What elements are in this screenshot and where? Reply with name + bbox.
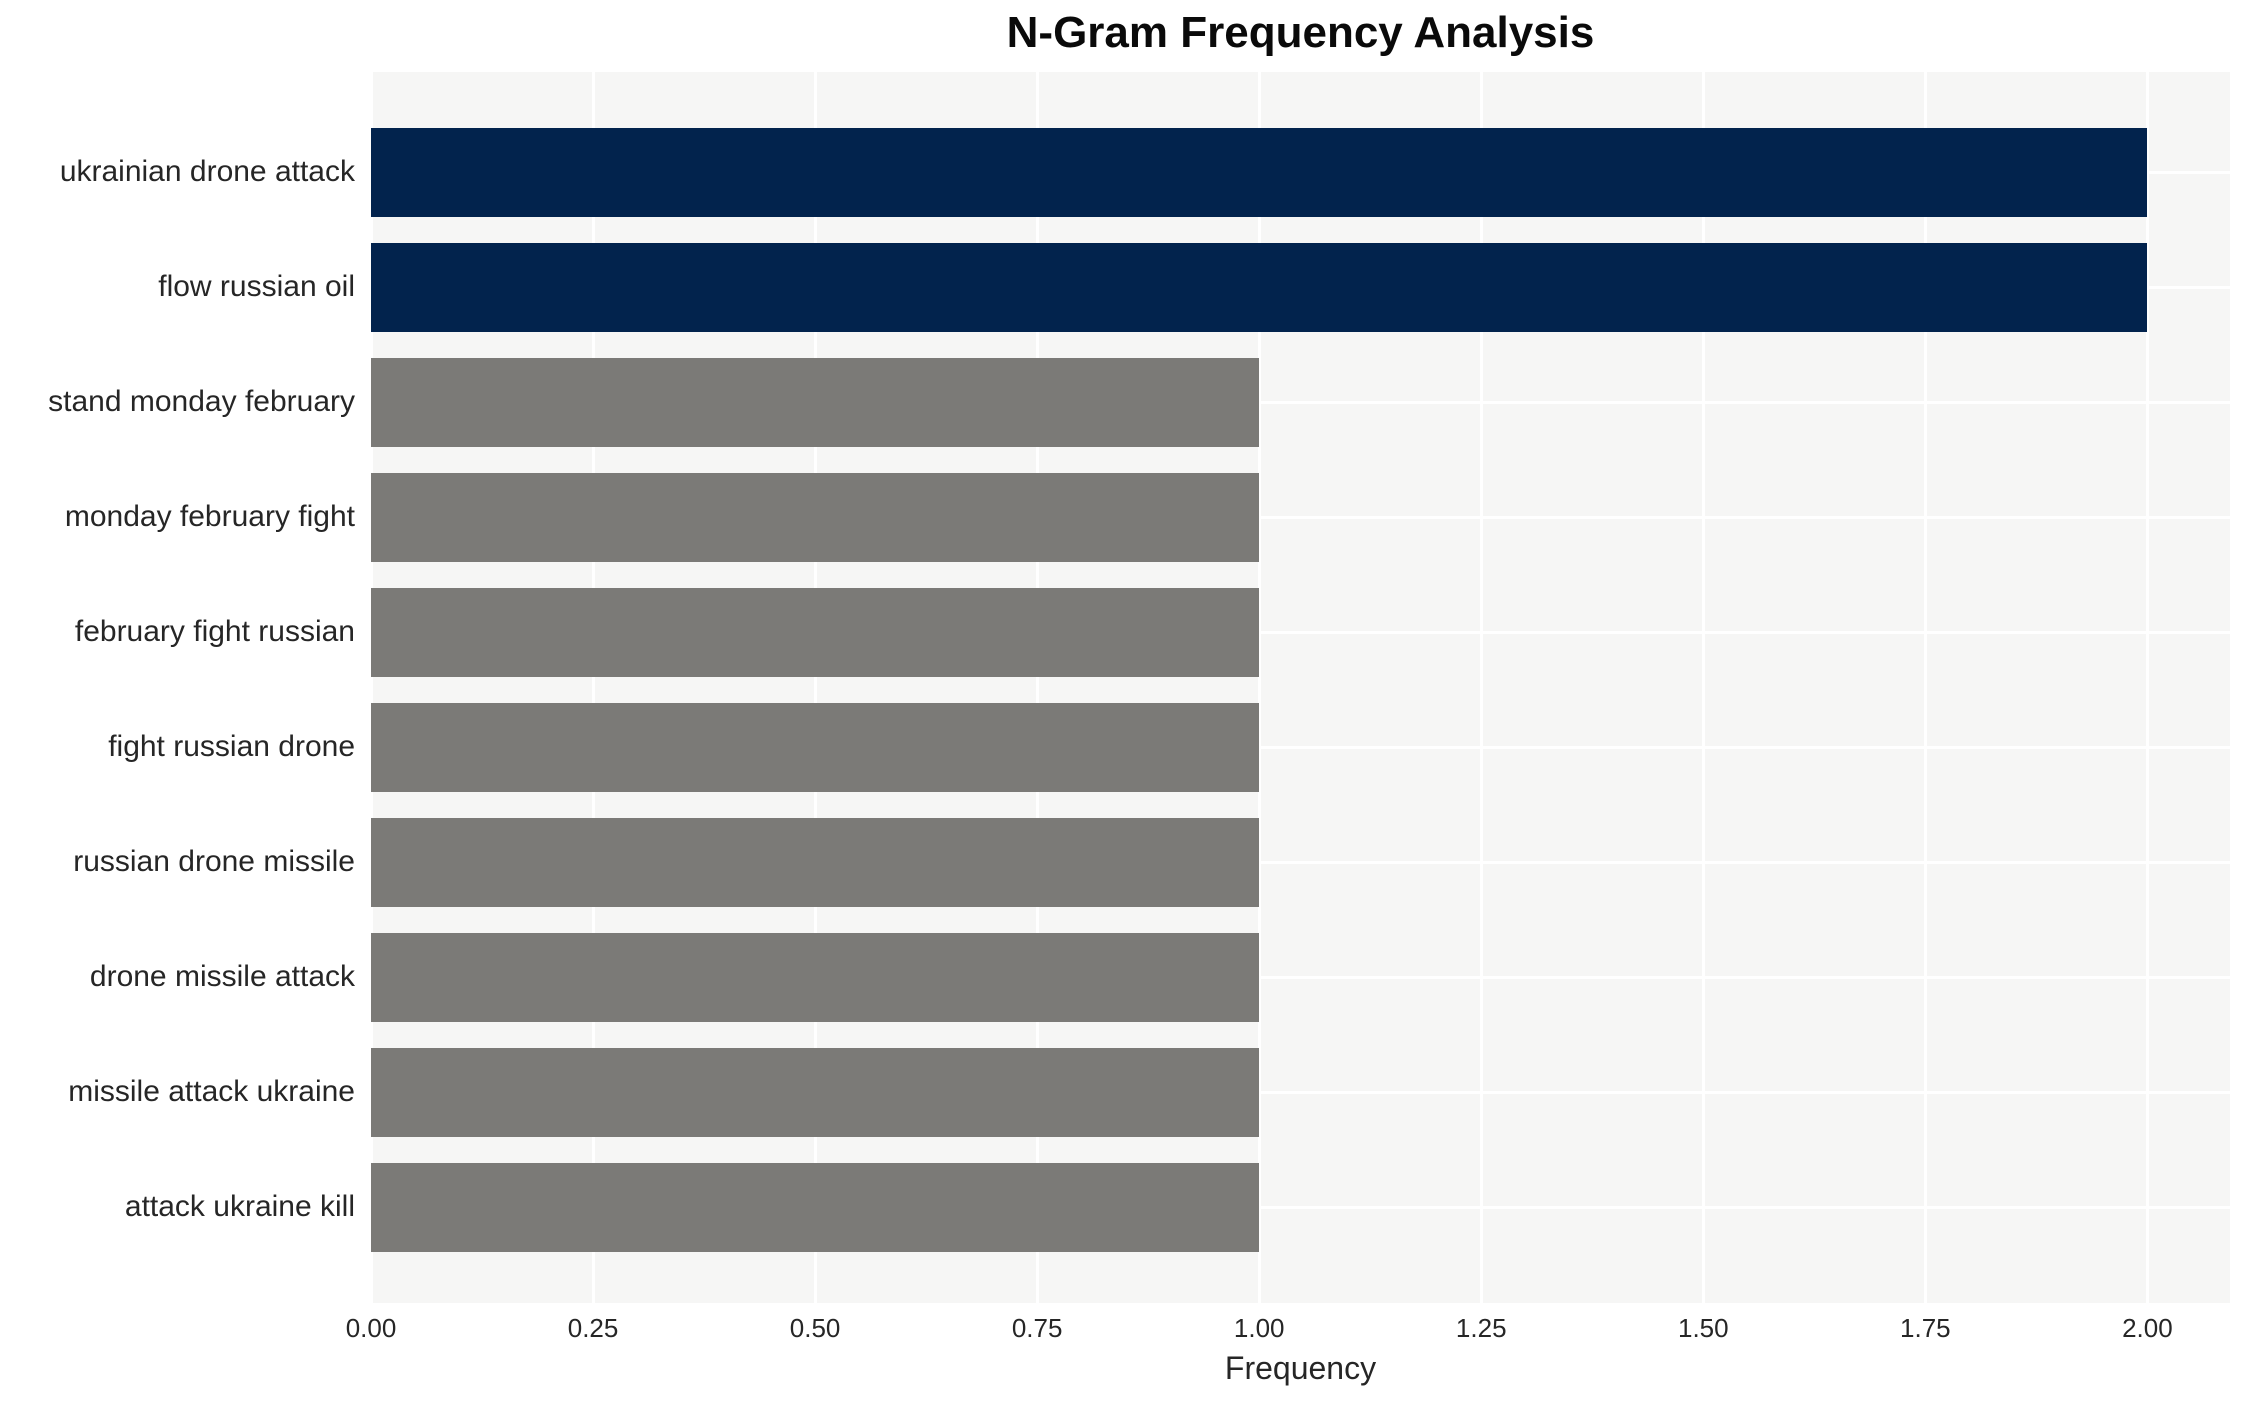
horizontal-gridline (371, 630, 2230, 634)
vertical-gridline (1035, 72, 1039, 1303)
horizontal-gridline (371, 860, 2230, 864)
vertical-gridline (2145, 72, 2149, 1303)
bar-missile-attack-ukraine (371, 1047, 1260, 1137)
plot-area (369, 72, 2230, 1303)
category-label: flow russian oil (158, 270, 355, 303)
category-label: monday february fight (64, 500, 355, 533)
category-label: stand monday february (48, 385, 355, 418)
bar-stand-monday-february (371, 357, 1260, 447)
x-tick-label: 0.75 (1011, 1313, 1063, 1343)
vertical-gridline (591, 72, 595, 1303)
horizontal-gridline (371, 400, 2230, 404)
vertical-gridline (1479, 72, 1483, 1303)
bar-monday-february-fight (371, 472, 1260, 562)
vertical-gridline (1701, 72, 1705, 1303)
vertical-gridline (1257, 72, 1261, 1303)
x-tick-label: 0.00 (345, 1313, 397, 1343)
bar-russian-drone-missile (371, 817, 1260, 907)
x-axis-title: Frequency (1224, 1350, 1377, 1386)
bar-february-fight-russian (371, 587, 1260, 677)
x-tick-label: 1.00 (1233, 1313, 1285, 1343)
horizontal-gridline (371, 1205, 2230, 1209)
bar-flow-russian-oil (371, 242, 2148, 332)
bar-drone-missile-attack (371, 932, 1260, 1022)
category-label: russian drone missile (73, 845, 355, 878)
category-label: february fight russian (74, 615, 355, 648)
category-label: ukrainian drone attack (59, 155, 355, 188)
x-tick-label: 0.25 (567, 1313, 619, 1343)
horizontal-gridline (371, 1090, 2230, 1094)
horizontal-gridline (371, 975, 2230, 979)
bar-attack-ukraine-kill (371, 1162, 1260, 1252)
chart-title: N-Gram Frequency Analysis (1006, 8, 1595, 57)
category-label: fight russian drone (108, 730, 355, 763)
bar-ukrainian-drone-attack (371, 127, 2148, 217)
category-label: drone missile attack (89, 960, 355, 993)
x-tick-label: 1.50 (1677, 1313, 1729, 1343)
horizontal-gridline (371, 515, 2230, 519)
horizontal-gridline (371, 745, 2230, 749)
x-tick-label: 2.00 (2122, 1313, 2173, 1343)
x-tick-label: 1.75 (1900, 1313, 1951, 1343)
vertical-gridline (813, 72, 817, 1303)
category-label: missile attack ukraine (68, 1075, 355, 1108)
category-label: attack ukraine kill (124, 1190, 355, 1223)
x-tick-label: 0.50 (789, 1313, 841, 1343)
vertical-gridline (1923, 72, 1927, 1303)
x-tick-label: 1.25 (1455, 1313, 1507, 1343)
bar-fight-russian-drone (371, 702, 1260, 792)
vertical-gridline (369, 72, 373, 1303)
